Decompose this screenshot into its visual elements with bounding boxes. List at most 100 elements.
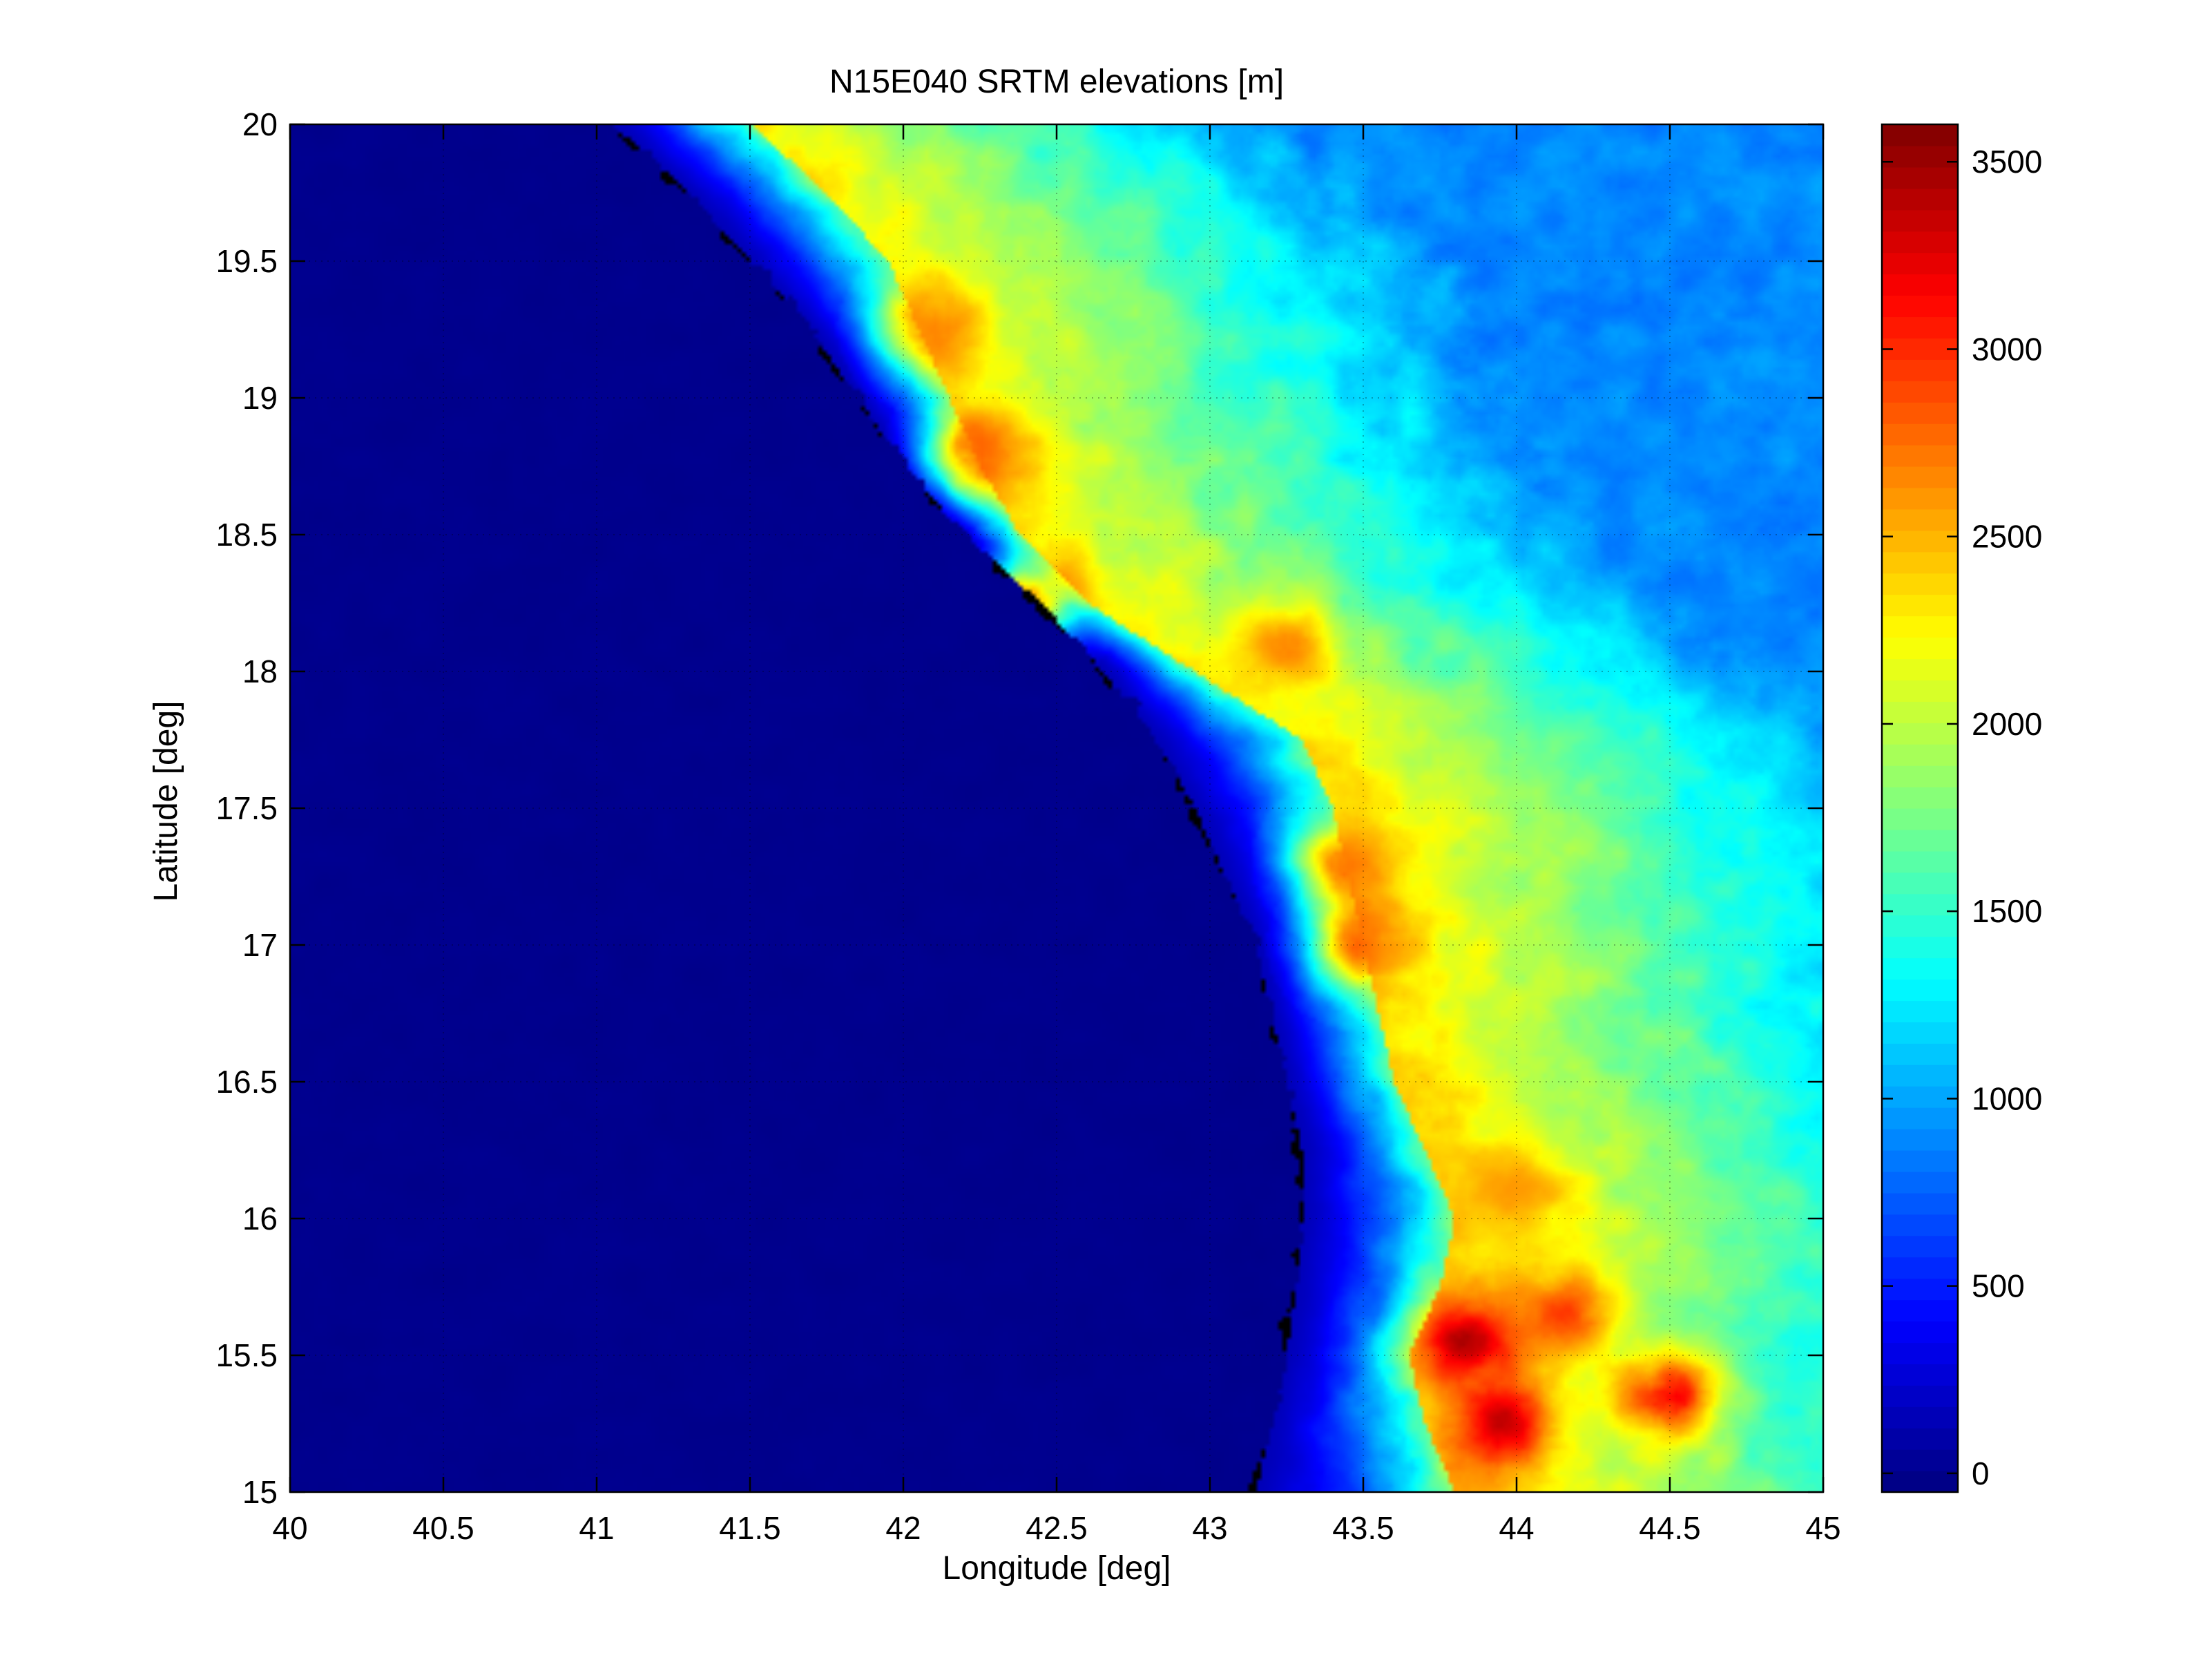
colorbar-band [1882, 466, 1958, 488]
colorbar-band [1882, 765, 1958, 787]
y-tick-label: 16.5 [215, 1064, 278, 1100]
colorbar-band [1882, 573, 1958, 595]
colorbar-band [1882, 1192, 1958, 1215]
colorbar-band [1882, 445, 1958, 467]
colorbar-band [1882, 1064, 1958, 1087]
y-tick-label: 18.5 [215, 517, 278, 553]
colorbar-tick-label: 500 [1972, 1268, 2025, 1304]
colorbar-band [1882, 787, 1958, 809]
colorbar-band [1882, 808, 1958, 830]
colorbar-band [1882, 936, 1958, 959]
x-tick-label: 44 [1499, 1510, 1534, 1546]
colorbar-band [1882, 1364, 1958, 1386]
colorbar-band [1882, 381, 1958, 403]
colorbar-band [1882, 295, 1958, 318]
colorbar-band [1882, 979, 1958, 1002]
colorbar-tick-label: 3000 [1972, 331, 2042, 367]
colorbar-band [1882, 680, 1958, 702]
y-axis-label: Latitude [deg] [148, 701, 184, 902]
colorbar-band [1882, 551, 1958, 574]
colorbar-band [1882, 338, 1958, 360]
colorbar-tick-label: 2500 [1972, 519, 2042, 555]
colorbar-ticks: 0 500 1000 1500 2000 2500 3000 3500 [1882, 144, 2042, 1491]
colorbar-band [1882, 487, 1958, 510]
x-tick-label: 40 [272, 1510, 307, 1546]
colorbar-band [1882, 1150, 1958, 1172]
y-tick-label: 19 [242, 380, 278, 416]
chart-title: N15E040 SRTM elevations [m] [829, 64, 1284, 100]
x-tick-label: 45 [1805, 1510, 1840, 1546]
colorbar-band [1882, 316, 1958, 338]
colorbar-band [1882, 188, 1958, 211]
colorbar-band [1882, 530, 1958, 553]
colorbar: 0 500 1000 1500 2000 2500 3000 3500 [1881, 123, 2042, 1493]
colorbar-band [1882, 594, 1958, 617]
grid-lines [290, 124, 1823, 1492]
colorbar-tick-label: 2000 [1972, 706, 2042, 742]
x-tick-label: 42.5 [1026, 1510, 1088, 1546]
y-tick-label: 19.5 [215, 243, 278, 279]
colorbar-band [1882, 893, 1958, 916]
y-tick-label: 17.5 [215, 790, 278, 826]
colorbar-band [1882, 1022, 1958, 1044]
colorbar-band [1882, 508, 1958, 531]
colorbar-band [1882, 423, 1958, 446]
colorbar-tick-label: 3500 [1972, 144, 2042, 180]
colorbar-band [1882, 1000, 1958, 1022]
x-tick-label: 41 [579, 1510, 614, 1546]
x-tick-label: 42 [885, 1510, 921, 1546]
colorbar-band [1882, 1214, 1958, 1236]
plot-area: 40 40.5 41 41.5 42 42.5 43 43.5 44 44.5 45 1515.51… [215, 106, 1840, 1546]
colorbar-band [1882, 1471, 1958, 1493]
colorbar-band [1882, 1385, 1958, 1407]
colorbar-band [1882, 637, 1958, 660]
colorbar-band [1882, 1278, 1958, 1301]
colorbar-band [1882, 850, 1958, 873]
y-tick-label: 17 [242, 927, 278, 963]
y-tick-label: 15.5 [215, 1337, 278, 1373]
colorbar-tick-label: 0 [1972, 1455, 1990, 1491]
colorbar-band [1882, 744, 1958, 766]
colorbar-band [1882, 1107, 1958, 1129]
colorbar-band [1882, 145, 1958, 168]
colorbar-band [1882, 658, 1958, 680]
x-tick-label: 44.5 [1639, 1510, 1701, 1546]
x-tick-label: 41.5 [719, 1510, 781, 1546]
colorbar-band [1882, 957, 1958, 980]
colorbar-band [1882, 872, 1958, 895]
colorbar-band [1882, 1257, 1958, 1279]
y-tick-label: 20 [242, 106, 278, 142]
colorbar-band [1882, 1449, 1958, 1471]
colorbar-band [1882, 1428, 1958, 1450]
colorbar-band [1882, 1171, 1958, 1194]
x-axis-label: Longitude [deg] [943, 1550, 1171, 1587]
colorbar-band [1882, 124, 1958, 146]
colorbar-band [1882, 1235, 1958, 1258]
colorbar-band [1882, 274, 1958, 296]
colorbar-tick-label: 1500 [1972, 893, 2042, 929]
colorbar-band [1882, 209, 1958, 232]
colorbar-frame [1881, 123, 1959, 1493]
colorbar-gradient [1882, 124, 1958, 1493]
colorbar-band [1882, 1086, 1958, 1108]
colorbar-band [1882, 1321, 1958, 1344]
colorbar-tick-label: 1000 [1972, 1080, 2042, 1116]
colorbar-band [1882, 166, 1958, 189]
y-axis-ticks: 15 15.5 16 16.5 17 17.5 18 18.5 19 19.5 20 [215, 106, 1823, 1510]
colorbar-band [1882, 1129, 1958, 1151]
x-axis-ticks: 40 40.5 41 41.5 42 42.5 43 43.5 44 44.5 45 [272, 124, 1841, 1546]
y-tick-label: 15 [242, 1474, 278, 1510]
colorbar-band [1882, 1342, 1958, 1364]
y-tick-label: 16 [242, 1201, 278, 1236]
colorbar-band [1882, 1043, 1958, 1065]
colorbar-band [1882, 1299, 1958, 1322]
x-tick-label: 43.5 [1332, 1510, 1394, 1546]
elevation-heatmap [290, 124, 1823, 1492]
colorbar-band [1882, 252, 1958, 275]
colorbar-band [1882, 701, 1958, 723]
colorbar-band [1882, 231, 1958, 254]
colorbar-band [1882, 915, 1958, 937]
colorbar-band [1882, 402, 1958, 424]
